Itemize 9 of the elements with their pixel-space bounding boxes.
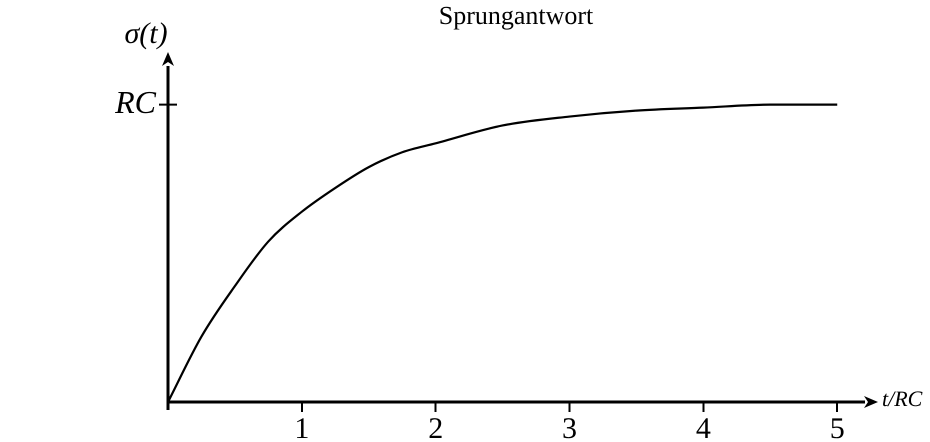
y-axis-title: σ(t) [124, 16, 168, 50]
x-tick-label: 2 [428, 412, 444, 442]
x-axis-title: t/RC [882, 386, 923, 411]
x-tick-label: 3 [562, 412, 578, 442]
x-tick-label: 4 [696, 412, 711, 442]
text: RC [114, 84, 157, 120]
x-tick-label: 5 [830, 412, 845, 442]
chart-title: Sprungantwort [438, 0, 594, 30]
x-tick-label: 1 [294, 412, 310, 442]
